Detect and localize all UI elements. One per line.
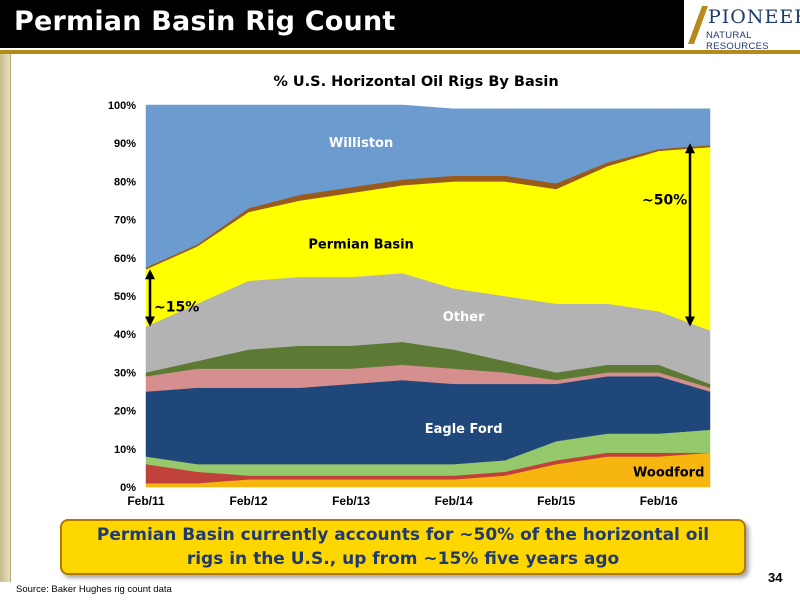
- annotation-arrow: [145, 269, 155, 327]
- chart-areas: [145, 104, 711, 488]
- y-axis: 0% 10% 20% 30% 40% 50% 60% 70% 80% 90% 100%: [108, 100, 136, 494]
- y-tick-label: 50%: [114, 291, 136, 303]
- x-tick-label: Feb/13: [332, 494, 370, 508]
- x-tick-label: Feb/11: [127, 494, 165, 508]
- annotation-label: ~15%: [154, 299, 199, 315]
- x-axis: Feb/11 Feb/12 Feb/13 Feb/14 Feb/15 Feb/16: [127, 494, 678, 508]
- y-tick-label: 70%: [114, 215, 136, 227]
- y-tick-label: 40%: [114, 329, 136, 341]
- series-label-other: Other: [443, 310, 485, 325]
- y-tick-label: 60%: [114, 253, 136, 265]
- page-title: Permian Basin Rig Count: [14, 6, 396, 37]
- y-tick-label: 30%: [114, 367, 136, 379]
- callout-box: Permian Basin currently accounts for ~50…: [60, 519, 746, 575]
- y-tick-label: 100%: [108, 100, 136, 112]
- header-bar: [0, 0, 800, 48]
- x-tick-label: Feb/14: [435, 494, 473, 508]
- y-tick-label: 0%: [120, 482, 136, 494]
- series-label-woodford: Woodford: [633, 466, 704, 481]
- left-rule: [10, 54, 11, 582]
- page-number: 34: [768, 570, 783, 585]
- y-tick-label: 90%: [114, 138, 136, 150]
- logo-name: PIONEER: [708, 6, 800, 28]
- annotation-label: ~50%: [642, 192, 687, 208]
- x-tick-label: Feb/12: [230, 494, 268, 508]
- y-tick-label: 80%: [114, 176, 136, 188]
- y-tick-label: 10%: [114, 444, 136, 456]
- header-accent-bar: [0, 50, 800, 54]
- x-tick-label: Feb/15: [537, 494, 575, 508]
- chart-title: % U.S. Horizontal Oil Rigs By Basin: [273, 74, 558, 90]
- annotations: ~15% ~50%: [145, 143, 695, 327]
- source-note: Source: Baker Hughes rig count data: [16, 584, 172, 595]
- series-label-williston: Williston: [329, 136, 393, 151]
- series-label-permian-basin: Permian Basin: [308, 237, 413, 252]
- y-tick-label: 20%: [114, 406, 136, 418]
- annotation-arrow: [685, 143, 695, 327]
- callout-text: Permian Basin currently accounts for ~50…: [96, 525, 710, 569]
- x-tick-label: Feb/16: [640, 494, 678, 508]
- series-labels: Woodford Eagle Ford Other Permian Basin Will…: [308, 136, 704, 481]
- area-williston: [145, 104, 711, 268]
- series-label-eagle-ford: Eagle Ford: [425, 422, 503, 437]
- logo-tagline: NATURAL RESOURCES: [706, 30, 769, 52]
- logo-mark-icon: [688, 6, 708, 44]
- left-decorative-strip: [0, 54, 10, 582]
